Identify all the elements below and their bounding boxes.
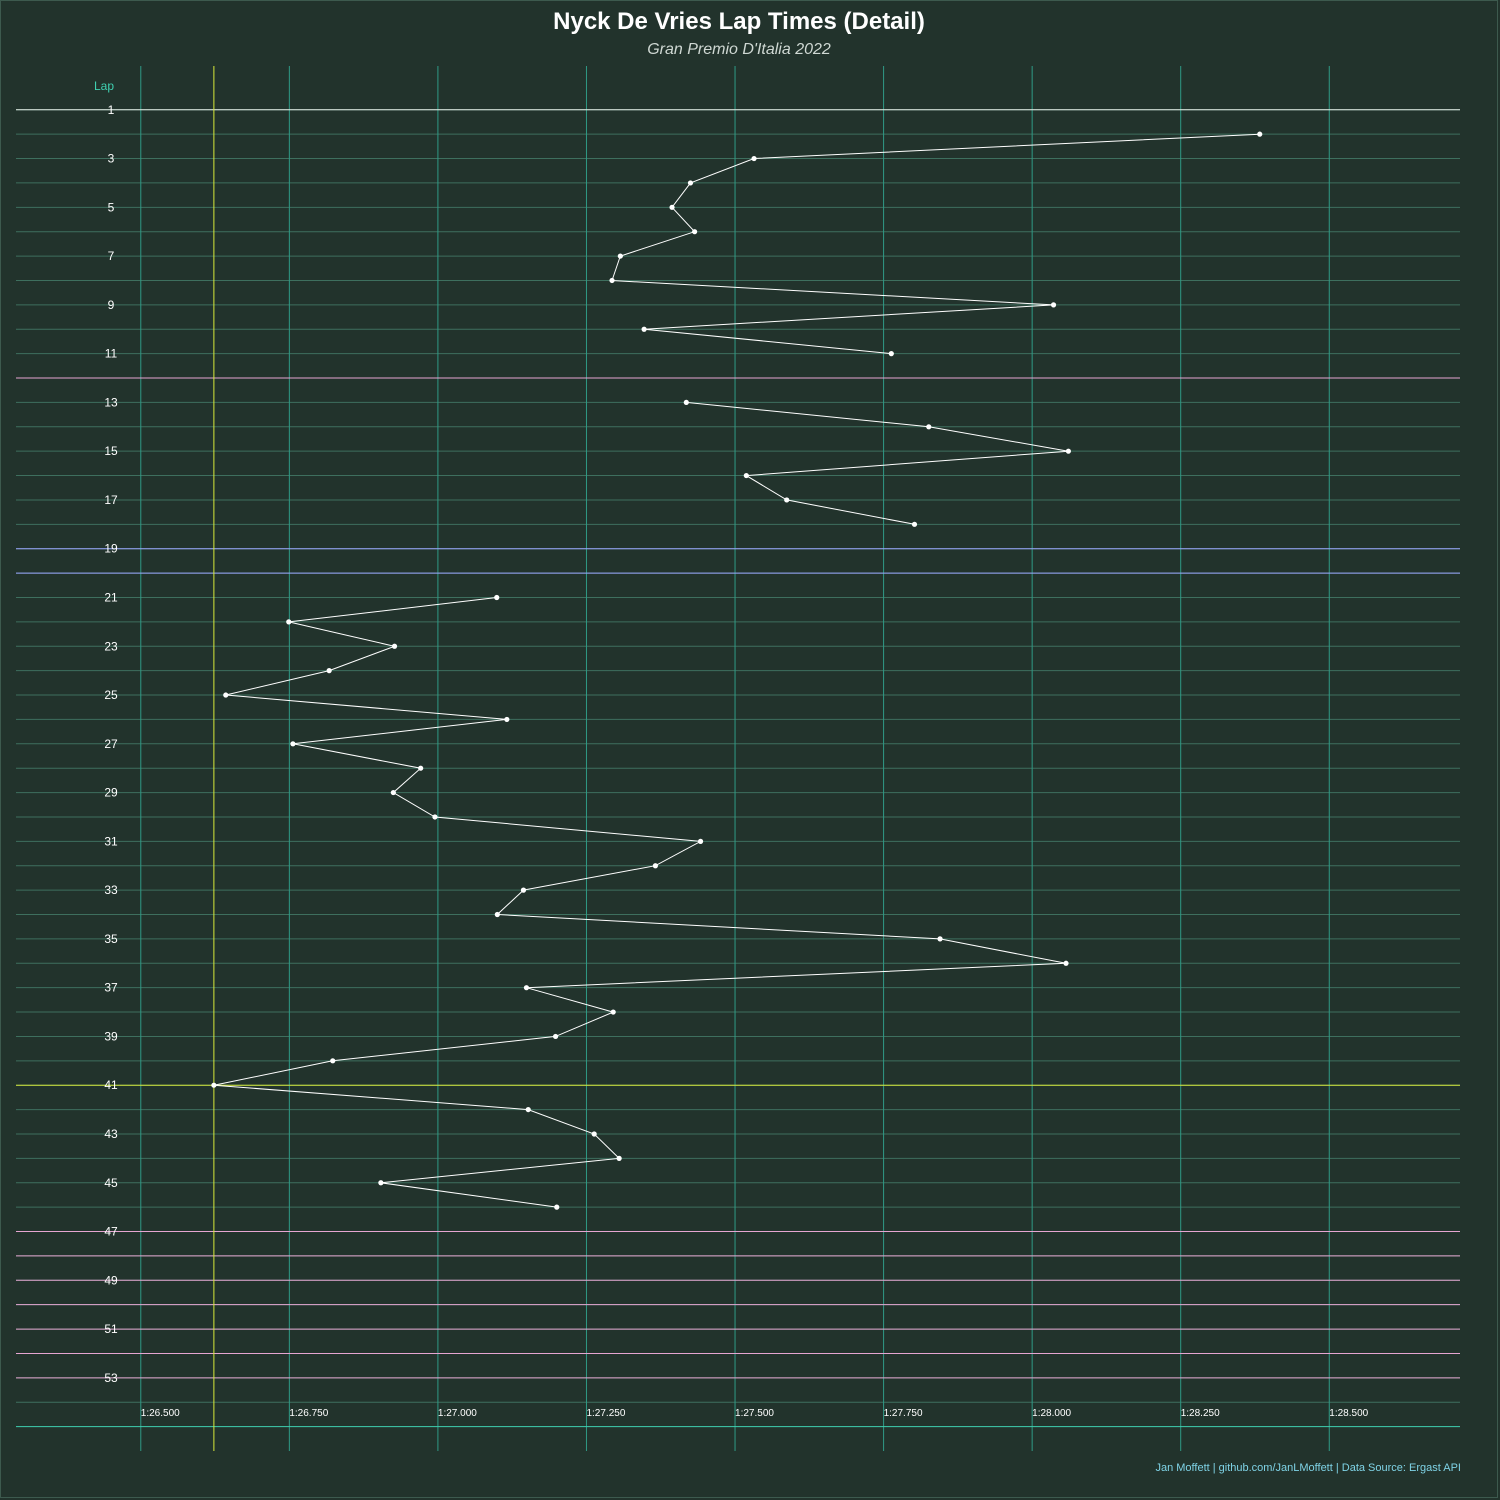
lap-time-point [520,887,527,893]
y-tick-label: 39 [104,1029,118,1043]
y-axis-label: Lap [94,79,114,93]
y-tick-label: 15 [104,444,118,458]
y-tick-label: 37 [104,981,118,995]
y-tick-label: 23 [104,639,118,653]
lap-time-point [751,155,757,162]
lap-time-point [888,351,894,357]
lap-time-point [286,619,292,625]
y-tick-label: 5 [108,200,115,214]
lap-time-series [211,131,1263,1210]
lap-time-point [1065,448,1071,454]
lap-time-point [494,594,500,601]
y-tick-label: 31 [104,834,118,848]
lap-time-point [223,692,229,698]
lap-time-point [784,497,790,503]
lap-time-point [697,838,704,844]
x-tick-label: 1:26.750 [289,1408,328,1419]
lap-time-point [290,741,296,747]
lap-time-point [609,277,615,284]
lap-time-point [687,180,694,186]
lap-time-point [326,668,332,674]
y-tick-label: 11 [105,347,118,361]
lap-time-point [1257,131,1263,137]
lap-time-point [211,1082,217,1088]
x-tick-label: 1:27.000 [438,1408,477,1419]
x-tick-label: 1:28.000 [1032,1408,1071,1419]
lap-time-point [641,326,647,332]
lap-time-point [418,765,424,771]
x-tick-label: 1:27.250 [586,1408,625,1419]
y-tick-label: 1 [108,103,115,117]
y-tick-label: 3 [108,152,115,166]
horizontal-gridlines [16,109,1460,1403]
y-tick-label: 51 [104,1322,118,1336]
y-tick-label: 9 [108,298,115,312]
lap-time-line [213,597,1067,1208]
lap-time-point [494,911,500,918]
chart-title: Nyck De Vries Lap Times (Detail) [553,8,925,35]
lap-time-point [616,1155,622,1161]
y-tick-label: 19 [104,542,118,556]
lap-time-point [610,1009,616,1015]
lap-time-point [1063,960,1069,966]
lap-time-point [330,1058,336,1064]
x-tick-label: 1:27.500 [735,1408,774,1419]
lap-time-point [669,204,675,210]
x-tick-label: 1:26.500 [141,1408,180,1419]
lap-time-point [391,643,398,649]
lap-time-point [911,521,918,527]
y-tick-label: 43 [104,1127,118,1141]
y-tick-label: 47 [104,1225,118,1239]
lap-time-point [692,229,698,235]
x-tick-label: 1:28.250 [1181,1408,1220,1419]
lap-time-point [525,1106,531,1113]
lap-time-point [937,936,943,942]
y-tick-label: 45 [104,1176,118,1190]
axis-labels: Lap 1:26.500 1:26.750 1:27.000 1:27.250 1:27… [94,79,1369,1419]
lap-time-point [378,1180,384,1186]
y-tick-label: 17 [104,493,118,507]
y-tick-label: 21 [104,590,118,604]
x-tick-label: 1:28.500 [1329,1408,1368,1419]
y-tick-label: 33 [104,883,118,897]
caption: Jan Moffett | github.com/JanLMoffett | D… [1155,1462,1461,1474]
lap-time-point [432,814,438,820]
y-tick-label: 25 [104,688,118,702]
x-tick-label: 1:27.750 [884,1408,923,1419]
lap-time-point [504,716,510,723]
lap-time-line [686,401,1069,525]
y-tick-label: 29 [104,786,118,800]
y-tick-label: 53 [104,1371,118,1385]
lap-time-point [390,789,396,796]
lap-time-point [652,863,659,869]
lap-time-point [552,1033,559,1040]
lap-time-line [611,133,1260,355]
lap-time-point [591,1131,597,1137]
lap-time-point [683,399,689,406]
lap-time-point [523,985,530,991]
y-tick-label: 35 [104,932,118,946]
lap-time-point [617,253,623,259]
y-tick-label: 27 [104,737,118,751]
reference-lines [16,66,1460,1451]
lap-time-point [1050,302,1057,308]
y-tick-label: 13 [104,395,118,409]
lap-time-point [926,424,932,430]
y-tick-label: 41 [104,1078,118,1092]
lap-time-point [743,472,749,479]
y-tick-label: 7 [108,249,115,263]
chart-subtitle: Gran Premio D'Italia 2022 [647,41,831,58]
lap-time-point [554,1204,560,1210]
vertical-gridlines [140,66,1330,1451]
y-tick-label: 49 [104,1273,118,1287]
